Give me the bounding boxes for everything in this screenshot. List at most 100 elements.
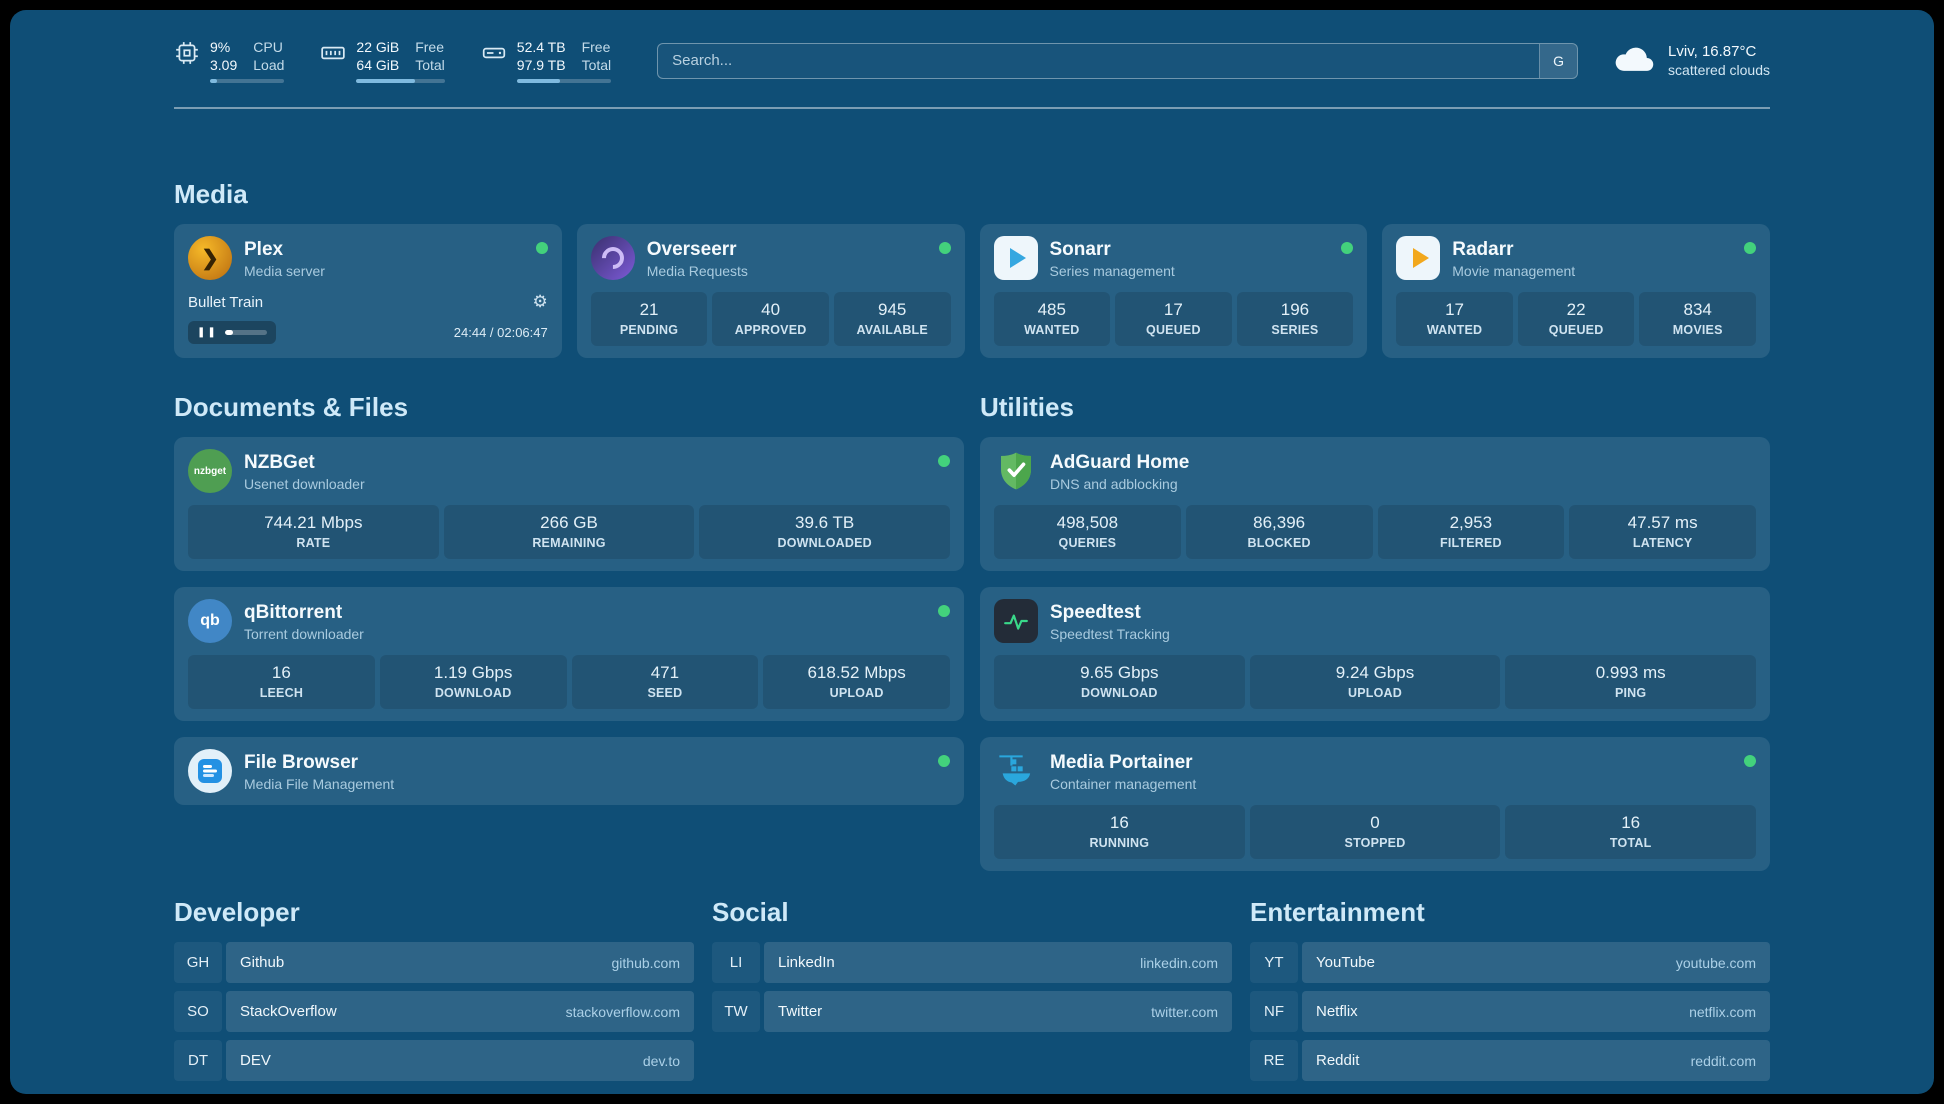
- bookmark-name: Github: [240, 954, 285, 971]
- bookmark-name: Twitter: [778, 1003, 823, 1020]
- homepage-dashboard: 9% 3.09 CPU Load: [10, 10, 1934, 1094]
- service-text: qBittorrent Torrent downloader: [244, 601, 364, 642]
- service-card-adguard[interactable]: AdGuard Home DNS and adblocking 498,508 …: [980, 437, 1770, 571]
- stat-seed: 471 SEED: [571, 655, 759, 709]
- status-dot: [1744, 242, 1756, 254]
- cpu-readout: 9% 3.09 CPU Load: [210, 38, 285, 83]
- bookmark-rows: YT YouTube youtube.com NF Netflix netfli…: [1250, 942, 1770, 1081]
- service-name: Radarr: [1452, 238, 1514, 260]
- cpu-chip-icon: [174, 40, 200, 71]
- service-header: Media Portainer Container management: [994, 749, 1756, 793]
- bookmark-dev[interactable]: DT DEV dev.to: [174, 1040, 694, 1081]
- stat-series: 196 SERIES: [1236, 292, 1354, 346]
- service-stats: 9.65 Gbps DOWNLOAD 9.24 Gbps UPLOAD 0.99…: [994, 655, 1756, 709]
- player-controls: ❚❚ 24:44 / 02:06:47: [188, 321, 548, 344]
- service-card-speedtest[interactable]: Speedtest Speedtest Tracking 9.65 Gbps D…: [980, 587, 1770, 721]
- bookmark-url: youtube.com: [1675, 954, 1756, 971]
- weather-text: Lviv, 16.87°C scattered clouds: [1668, 42, 1770, 79]
- radarr-icon: [1396, 236, 1441, 280]
- service-subtitle: Usenet downloader: [244, 475, 365, 492]
- pause-icon[interactable]: ❚❚: [197, 327, 218, 338]
- service-card-sonarr[interactable]: Sonarr Series management 485 WANTED 17 Q…: [979, 224, 1368, 358]
- cpu-load: 3.09: [210, 57, 238, 73]
- bookmark-body: StackOverflow stackoverflow.com: [226, 991, 694, 1032]
- bookmark-abbr: YT: [1250, 942, 1298, 983]
- service-text: Media Portainer Container management: [1050, 751, 1196, 792]
- memory-widget: 22 GiB 64 GiB Free Total: [320, 38, 445, 83]
- service-header: ❯ Plex Media server: [188, 236, 548, 280]
- stat-wanted: 485 WANTED: [993, 292, 1111, 346]
- section-documents: Documents & Files nzbget NZBGet Usenet d…: [174, 392, 964, 805]
- service-name: NZBGet: [244, 451, 315, 473]
- cpu-percent: 9%: [210, 39, 231, 55]
- now-playing-row: Bullet Train ⚙: [188, 292, 548, 312]
- swirl-glyph: [597, 242, 629, 274]
- bookmark-body: Twitter twitter.com: [764, 991, 1232, 1032]
- ram-icon: [320, 40, 346, 71]
- status-dot: [938, 605, 950, 617]
- bookmark-linkedin[interactable]: LI LinkedIn linkedin.com: [712, 942, 1232, 983]
- stat-approved: 40 APPROVED: [712, 292, 829, 346]
- service-card-overseerr[interactable]: Overseerr Media Requests 21 PENDING 40 A…: [576, 224, 965, 358]
- bookmark-github[interactable]: GH Github github.com: [174, 942, 694, 983]
- bookmark-url: linkedin.com: [1140, 954, 1218, 971]
- speedtest-pulse-icon: [994, 599, 1038, 643]
- section-title-documents: Documents & Files: [174, 392, 409, 422]
- service-text: Speedtest Speedtest Tracking: [1050, 601, 1170, 642]
- service-card-radarr[interactable]: Radarr Movie management 17 WANTED 22 QUE…: [1382, 224, 1770, 358]
- gear-icon[interactable]: ⚙: [532, 292, 548, 311]
- bookmark-rows: GH Github github.com SO StackOverflow st…: [174, 942, 694, 1081]
- disk-total-label: Total: [581, 57, 612, 73]
- sonarr-icon: [993, 236, 1038, 280]
- service-stats: 21 PENDING 40 APPROVED 945 AVAILABLE: [590, 292, 951, 346]
- bookmark-abbr: LI: [712, 942, 760, 983]
- media-grid: ❯ Plex Media server Bullet Train ⚙ ❚❚: [174, 224, 1770, 358]
- status-dot: [1744, 755, 1756, 767]
- overseerr-icon: [590, 236, 635, 280]
- now-playing-title: Bullet Train: [188, 293, 264, 311]
- service-stats: 498,508 QUERIES 86,396 BLOCKED 2,953 FIL…: [994, 505, 1756, 559]
- seek-bar[interactable]: [224, 330, 267, 335]
- service-card-portainer[interactable]: Media Portainer Container management 16 …: [980, 737, 1770, 871]
- utilities-stack: AdGuard Home DNS and adblocking 498,508 …: [980, 437, 1770, 871]
- play-glyph: [1010, 248, 1026, 268]
- bookmark-netflix[interactable]: NF Netflix netflix.com: [1250, 991, 1770, 1032]
- bookmark-abbr: TW: [712, 991, 760, 1032]
- bookmark-stackoverflow[interactable]: SO StackOverflow stackoverflow.com: [174, 991, 694, 1032]
- qbittorrent-icon: qb: [188, 599, 232, 643]
- bookmark-group-social: Social LI LinkedIn linkedin.com TW Twitt…: [712, 897, 1232, 1081]
- stat-blocked: 86,396 BLOCKED: [1185, 505, 1373, 559]
- service-card-nzbget[interactable]: nzbget NZBGet Usenet downloader 744.21 M…: [174, 437, 964, 571]
- service-subtitle: Movie management: [1452, 262, 1576, 279]
- hard-drive-icon: [481, 40, 507, 71]
- bookmark-group-developer: Developer GH Github github.com SO StackO…: [174, 897, 694, 1081]
- stat-filtered: 2,953 FILTERED: [1377, 505, 1565, 559]
- search-input[interactable]: [658, 43, 1540, 78]
- service-stats: 16 RUNNING 0 STOPPED 16 TOTAL: [994, 805, 1756, 859]
- service-card-qbittorrent[interactable]: qb qBittorrent Torrent downloader 16 LEE…: [174, 587, 964, 721]
- bookmark-youtube[interactable]: YT YouTube youtube.com: [1250, 942, 1770, 983]
- stat-remaining: 266 GB REMAINING: [443, 505, 695, 559]
- service-card-plex[interactable]: ❯ Plex Media server Bullet Train ⚙ ❚❚: [174, 224, 562, 358]
- bookmark-reddit[interactable]: RE Reddit reddit.com: [1250, 1040, 1770, 1081]
- bookmark-abbr: DT: [174, 1040, 222, 1081]
- bookmark-body: DEV dev.to: [226, 1040, 694, 1081]
- search-engine-button[interactable]: G: [1539, 43, 1578, 78]
- disk-usage-bar: [516, 79, 612, 83]
- cpu-usage-fill: [210, 79, 217, 83]
- service-header: Sonarr Series management: [993, 236, 1354, 280]
- status-dot: [938, 242, 951, 254]
- service-card-filebrowser[interactable]: File Browser Media File Management: [174, 737, 964, 805]
- service-header: nzbget NZBGet Usenet downloader: [188, 449, 950, 493]
- service-name: File Browser: [244, 751, 359, 773]
- service-subtitle: Media File Management: [244, 775, 395, 792]
- bookmark-abbr: GH: [174, 942, 222, 983]
- bookmarks: Developer GH Github github.com SO StackO…: [174, 897, 1770, 1081]
- filebrowser-icon: [188, 749, 232, 793]
- bookmark-twitter[interactable]: TW Twitter twitter.com: [712, 991, 1232, 1032]
- stat-latency: 47.57 ms LATENCY: [1569, 505, 1756, 559]
- service-stats: 744.21 Mbps RATE 266 GB REMAINING 39.6 T…: [188, 505, 950, 559]
- topbar: 9% 3.09 CPU Load: [174, 38, 1770, 83]
- stat-available: 945 AVAILABLE: [833, 292, 951, 346]
- bookmark-abbr: SO: [174, 991, 222, 1032]
